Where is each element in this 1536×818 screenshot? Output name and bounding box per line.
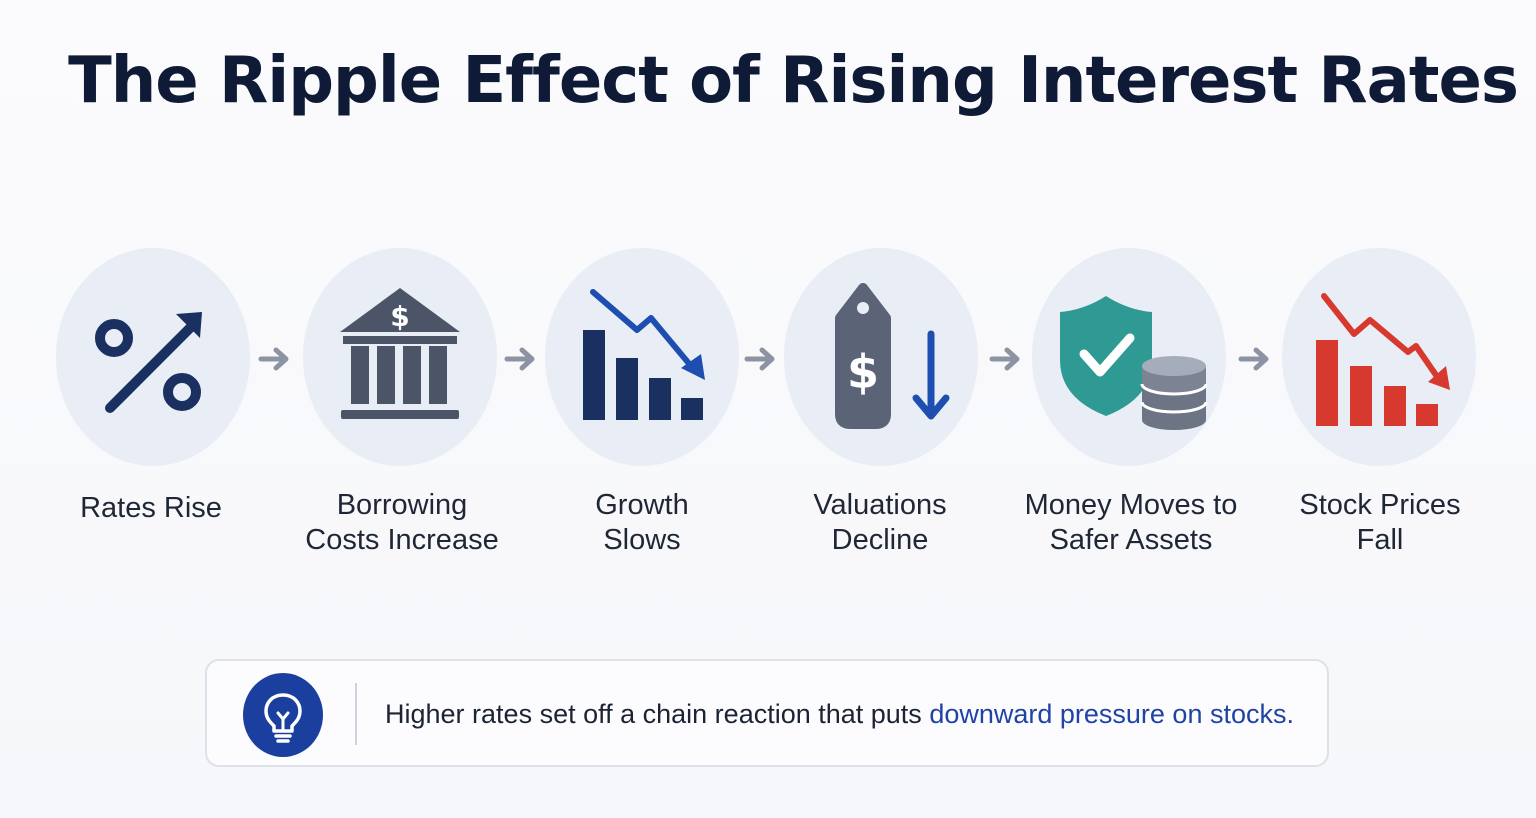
svg-text:$: $ [390, 300, 409, 333]
flow-arrow-icon [258, 347, 289, 371]
insight-callout: Higher rates set off a chain reaction th… [205, 659, 1329, 767]
step-5-circle [1032, 248, 1226, 466]
step-6-label: Stock Prices Fall [1299, 489, 1461, 556]
step-3-circle [545, 248, 739, 466]
flow-arrow-icon [744, 347, 775, 371]
page-title: The Ripple Effect of Rising Interest Rat… [68, 44, 1519, 118]
flow-arrow-icon [989, 347, 1020, 371]
svg-text:$: $ [847, 345, 879, 399]
lightbulb-badge [243, 673, 323, 757]
bank-dollar-icon: $ [340, 288, 460, 419]
step-4-label: Valuations Decline [813, 489, 947, 556]
bar-chart-down-trend-icon [583, 289, 705, 420]
step-2-circle: $ [303, 248, 497, 466]
step-4-circle: $ [784, 248, 978, 466]
step-6-circle [1282, 248, 1476, 466]
shield-check-coins-icon [1060, 296, 1208, 430]
red-bar-chart-down-icon [1316, 293, 1450, 426]
step-5-label: Money Moves to Safer Assets [1024, 489, 1238, 556]
step-2-label: Borrowing Costs Increase [305, 489, 499, 556]
callout-highlight: downward pressure on stocks. [929, 699, 1294, 729]
flow-arrow-icon [1238, 347, 1269, 371]
lightbulb-icon [264, 693, 302, 743]
price-tag-down-arrow-icon: $ [835, 283, 950, 429]
percent-up-arrow-icon [95, 312, 202, 413]
step-3-label: Growth Slows [595, 489, 689, 556]
step-1-circle [56, 248, 250, 466]
step-1-label: Rates Rise [80, 492, 222, 524]
flow-arrow-icon [504, 347, 535, 371]
callout-divider [355, 683, 357, 745]
callout-text: Higher rates set off a chain reaction th… [385, 699, 1294, 729]
